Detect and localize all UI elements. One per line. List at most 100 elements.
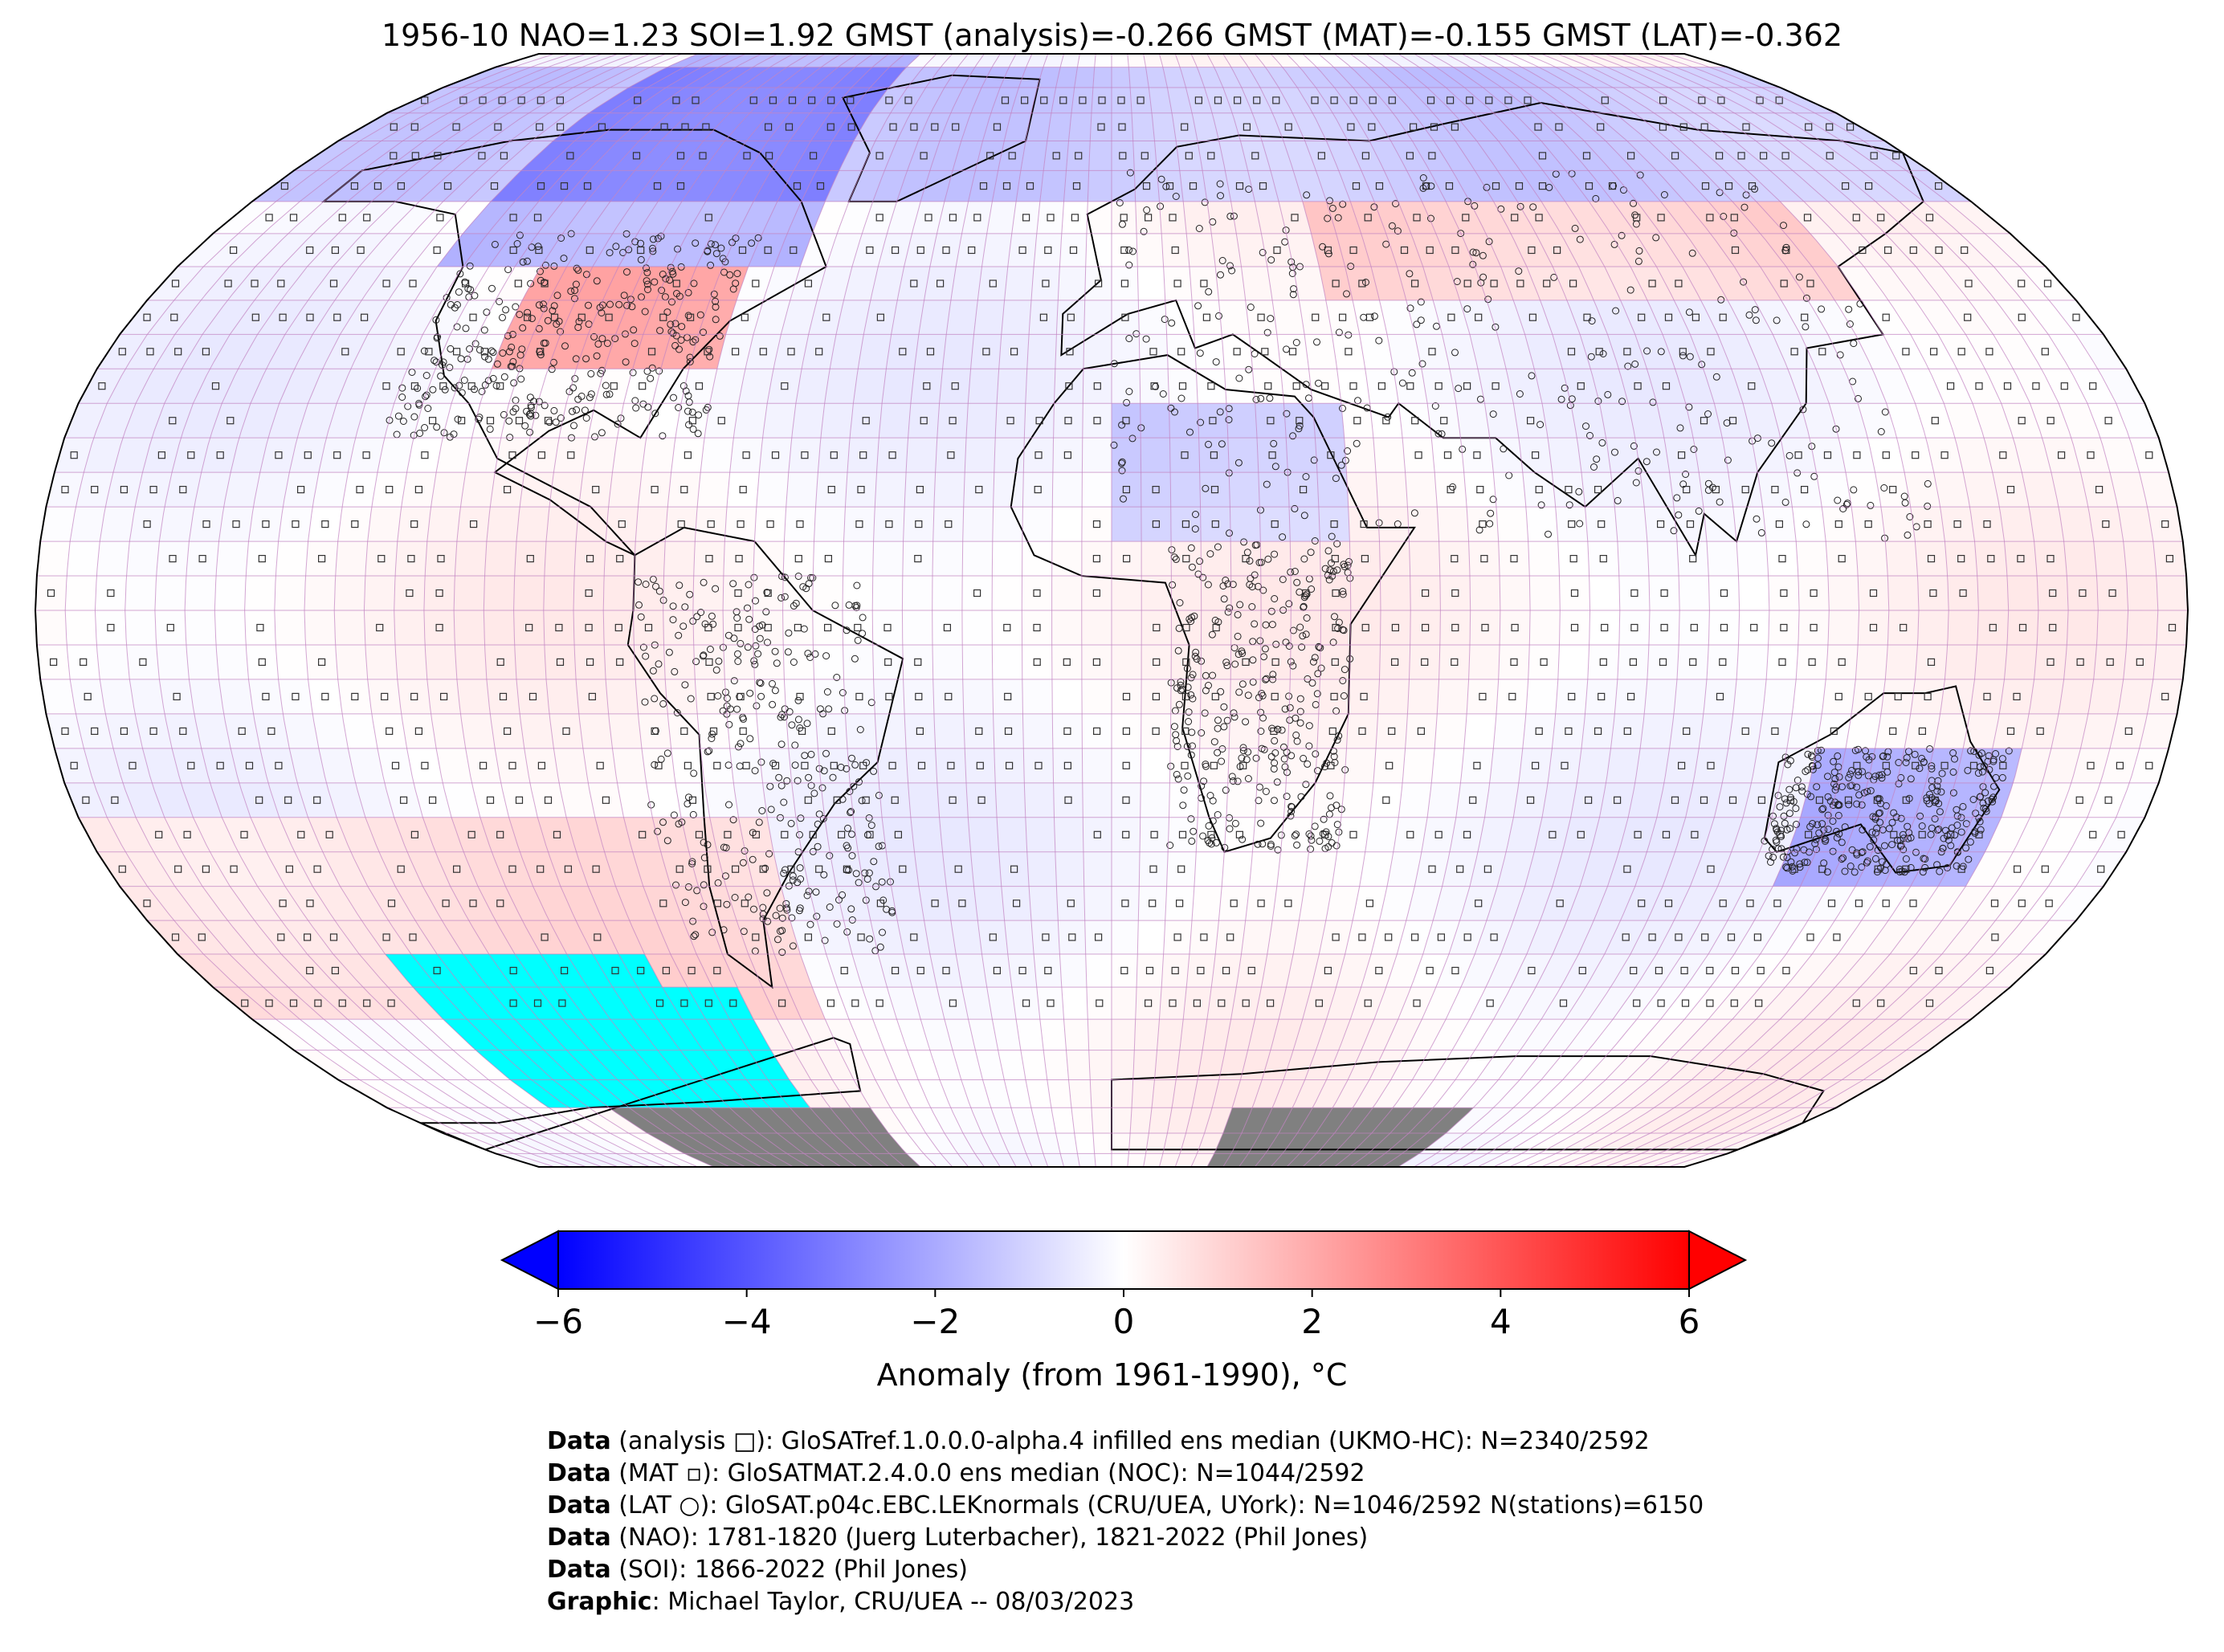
analysis-marker	[614, 623, 622, 632]
anomaly-cell	[1198, 438, 1230, 473]
station-marker	[1328, 559, 1335, 567]
station-marker	[1924, 479, 1932, 487]
station-marker	[1185, 615, 1194, 623]
analysis-marker	[486, 796, 495, 804]
anomaly-cell	[129, 679, 165, 714]
missing-cell	[712, 987, 754, 1020]
analysis-marker	[949, 417, 957, 425]
anomaly-cell	[1411, 954, 1449, 988]
station-marker	[1278, 726, 1286, 734]
masked-cell	[708, 1107, 759, 1133]
anomaly-cell	[1699, 713, 1733, 748]
station-marker	[1614, 496, 1622, 504]
station-marker	[679, 622, 688, 630]
analysis-marker	[1122, 796, 1130, 804]
anomaly-cell	[281, 233, 338, 267]
station-marker	[635, 601, 643, 609]
analysis-marker	[1700, 796, 1708, 804]
anomaly-cell	[1691, 1050, 1748, 1080]
anomaly-cell	[486, 507, 520, 542]
anomaly-cell	[963, 713, 994, 748]
station-marker	[773, 659, 781, 667]
anomaly-cell	[642, 748, 675, 783]
anomaly-cell	[918, 112, 951, 141]
anomaly-cell	[1498, 645, 1530, 679]
anomaly-cell	[733, 782, 768, 818]
anomaly-cell	[756, 713, 789, 748]
analysis-marker	[676, 152, 685, 160]
station-marker	[1177, 678, 1185, 686]
station-marker	[1489, 496, 1497, 504]
analysis-marker	[1358, 727, 1366, 736]
anomaly-cell	[1506, 817, 1542, 852]
anomaly-cell	[1798, 610, 1830, 645]
anomaly-cell	[1047, 1079, 1071, 1108]
analysis-marker	[1173, 933, 1181, 941]
masked-cell	[1316, 1107, 1353, 1133]
station-marker	[1263, 480, 1271, 488]
station-marker	[716, 332, 724, 340]
anomaly-cell	[2022, 300, 2076, 335]
missing-cell	[488, 987, 539, 1020]
station-marker	[1427, 182, 1435, 190]
station-marker	[796, 724, 804, 732]
station-marker	[1339, 677, 1347, 684]
station-marker	[1246, 557, 1254, 565]
station-marker	[1118, 421, 1126, 429]
analysis-marker	[414, 485, 423, 494]
anomaly-cell	[1732, 679, 1767, 714]
anomaly-cell	[1780, 201, 1836, 234]
anomaly-cell	[1526, 267, 1568, 300]
analysis-marker	[1716, 692, 1724, 701]
anomaly-cell	[1855, 334, 1901, 369]
anomaly-cell	[105, 472, 143, 508]
anomaly-cell	[1714, 782, 1752, 818]
anomaly-cell	[1022, 472, 1053, 508]
anomaly-cell	[1851, 987, 1911, 1020]
anomaly-cell	[1346, 472, 1378, 508]
station-marker	[1291, 568, 1299, 575]
anomaly-cell	[1529, 576, 1561, 610]
anomaly-cell	[1489, 438, 1523, 473]
station-marker	[606, 390, 614, 398]
anomaly-cell	[347, 170, 408, 202]
anomaly-cell	[1212, 1079, 1241, 1108]
station-marker	[1969, 796, 1977, 803]
anomaly-cell	[1923, 201, 1985, 234]
anomaly-cell	[254, 920, 308, 954]
anomaly-cell	[2013, 817, 2059, 852]
anomaly-cell	[1755, 112, 1821, 141]
analysis-marker	[1724, 182, 1733, 190]
anomaly-cell	[35, 576, 67, 610]
station-marker	[567, 288, 575, 296]
analysis-marker	[1598, 520, 1606, 528]
anomaly-cell	[2063, 541, 2097, 576]
station-marker	[424, 405, 432, 412]
station-marker	[843, 765, 851, 773]
anomaly-cell	[1300, 67, 1335, 88]
anomaly-cell	[576, 679, 609, 714]
station-marker	[1314, 670, 1322, 678]
station-marker	[710, 290, 718, 298]
analysis-marker	[1806, 933, 1814, 941]
anomaly-cell	[1260, 576, 1292, 610]
anomaly-cell	[218, 679, 254, 714]
anomaly-cell	[1224, 817, 1255, 852]
anomaly-cell	[1650, 88, 1716, 113]
anomaly-cell	[1308, 369, 1341, 404]
station-marker	[704, 247, 712, 255]
anomaly-cell	[479, 67, 548, 88]
anomaly-cell	[824, 817, 859, 852]
analysis-marker	[1150, 830, 1158, 838]
anomaly-cell	[1883, 170, 1948, 202]
anomaly-cell	[267, 403, 308, 438]
station-marker	[1321, 565, 1329, 573]
anomaly-cell	[435, 851, 478, 887]
analysis-marker	[1273, 246, 1281, 255]
station-marker	[677, 337, 685, 344]
anomaly-cell	[1838, 267, 1889, 300]
analysis-marker	[391, 761, 400, 769]
analysis-marker	[1790, 348, 1798, 356]
anomaly-cell	[1053, 782, 1083, 818]
analysis-marker	[1771, 727, 1779, 736]
